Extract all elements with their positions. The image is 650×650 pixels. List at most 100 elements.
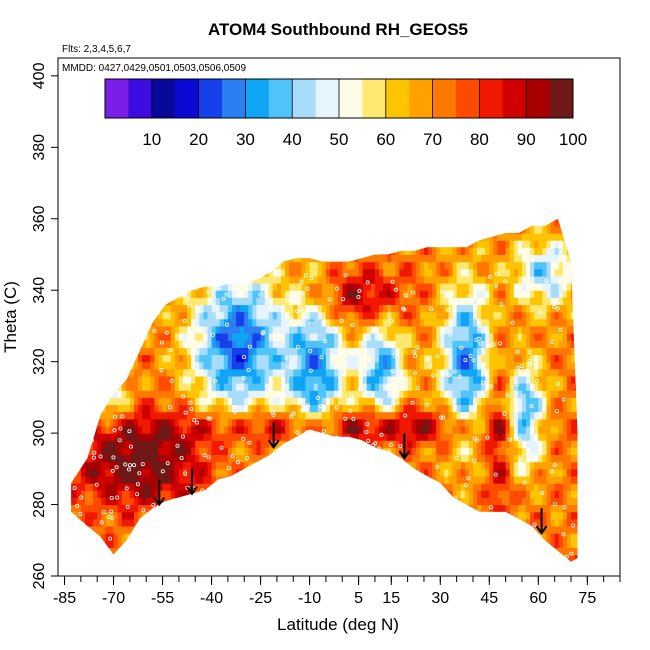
rh-cell <box>285 275 290 284</box>
rh-cell <box>203 526 209 534</box>
rh-cell <box>150 375 155 384</box>
rh-cell <box>207 325 213 334</box>
rh-cell <box>391 454 396 463</box>
rh-cell <box>317 311 323 320</box>
rh-cell <box>379 468 384 477</box>
rh-cell <box>313 547 319 556</box>
rh-cell <box>244 518 249 527</box>
rh-cell <box>211 225 217 234</box>
rh-cell <box>374 518 380 527</box>
rh-cell <box>362 404 368 413</box>
rh-cell <box>170 418 176 427</box>
rh-cell <box>187 368 192 377</box>
rh-cell <box>411 404 417 413</box>
rh-cell <box>297 233 302 241</box>
rh-cell <box>419 397 425 406</box>
rh-cell <box>448 497 454 506</box>
rh-cell <box>424 440 429 448</box>
rh-cell <box>80 383 86 391</box>
rh-cell <box>428 497 433 506</box>
rh-cell <box>207 340 213 348</box>
rh-cell <box>260 354 266 363</box>
rh-cell <box>129 240 135 248</box>
rh-cell <box>134 261 139 270</box>
rh-cell <box>232 275 237 284</box>
rh-cell <box>227 240 233 248</box>
rh-cell <box>93 218 98 227</box>
rh-cell <box>93 354 98 363</box>
rh-cell <box>456 383 462 391</box>
rh-cell <box>346 325 352 334</box>
rh-cell <box>415 311 421 320</box>
rh-cell <box>415 561 421 562</box>
rh-cell <box>260 361 266 370</box>
rh-cell <box>268 461 274 470</box>
rh-cell <box>85 497 90 506</box>
rh-cell <box>174 476 180 484</box>
rh-cell <box>158 261 164 270</box>
rh-cell <box>101 240 106 248</box>
rh-cell <box>301 354 307 363</box>
rh-cell <box>358 390 364 398</box>
rh-cell <box>293 411 298 420</box>
rh-cell <box>125 218 131 227</box>
rh-cell <box>321 497 327 506</box>
rh-cell <box>289 433 294 441</box>
rh-cell <box>362 290 368 298</box>
rh-cell <box>440 333 445 341</box>
rh-cell <box>256 490 262 498</box>
rh-cell <box>411 490 417 498</box>
rh-cell <box>166 490 172 498</box>
rh-cell <box>219 533 225 541</box>
rh-cell <box>456 375 462 384</box>
rh-cell <box>154 290 160 298</box>
rh-cell <box>260 418 266 427</box>
rh-cell <box>109 340 115 348</box>
rh-cell <box>395 447 401 456</box>
rh-cell <box>138 397 143 406</box>
rh-cell <box>138 218 143 227</box>
rh-cell <box>297 375 302 384</box>
rh-cell <box>325 240 331 248</box>
rh-cell <box>383 490 388 498</box>
rh-cell <box>321 518 327 527</box>
rh-cell <box>448 297 454 306</box>
rh-cell <box>134 318 139 327</box>
rh-cell <box>203 518 209 527</box>
rh-cell <box>121 218 127 220</box>
rh-cell <box>432 504 437 513</box>
rh-cell <box>272 325 278 334</box>
rh-cell <box>71 554 74 562</box>
rh-cell <box>244 240 249 248</box>
rh-cell <box>105 418 111 427</box>
rh-cell <box>195 390 200 398</box>
rh-cell <box>370 361 376 370</box>
rh-cell <box>456 447 462 456</box>
rh-cell <box>419 497 425 506</box>
rh-cell <box>403 476 409 484</box>
rh-cell <box>89 218 94 220</box>
rh-cell <box>305 461 311 470</box>
rh-cell <box>236 261 241 270</box>
rh-cell <box>460 268 466 277</box>
rh-cell <box>71 354 74 363</box>
rh-cell <box>248 511 253 520</box>
rh-cell <box>134 468 139 477</box>
rh-cell <box>309 533 315 541</box>
rh-cell <box>411 254 417 263</box>
rh-cell <box>456 354 462 363</box>
rh-cell <box>391 497 396 506</box>
rh-cell <box>178 526 184 534</box>
rh-cell <box>411 397 417 406</box>
rh-cell <box>166 354 172 363</box>
rh-cell <box>460 361 466 370</box>
rh-cell <box>415 297 421 306</box>
rh-cell <box>325 225 331 234</box>
rh-cell <box>309 526 315 534</box>
rh-cell <box>387 490 392 498</box>
rh-cell <box>354 397 360 406</box>
rh-cell <box>362 311 368 320</box>
rh-cell <box>154 404 160 413</box>
rh-cell <box>101 268 106 277</box>
rh-cell <box>174 268 180 277</box>
